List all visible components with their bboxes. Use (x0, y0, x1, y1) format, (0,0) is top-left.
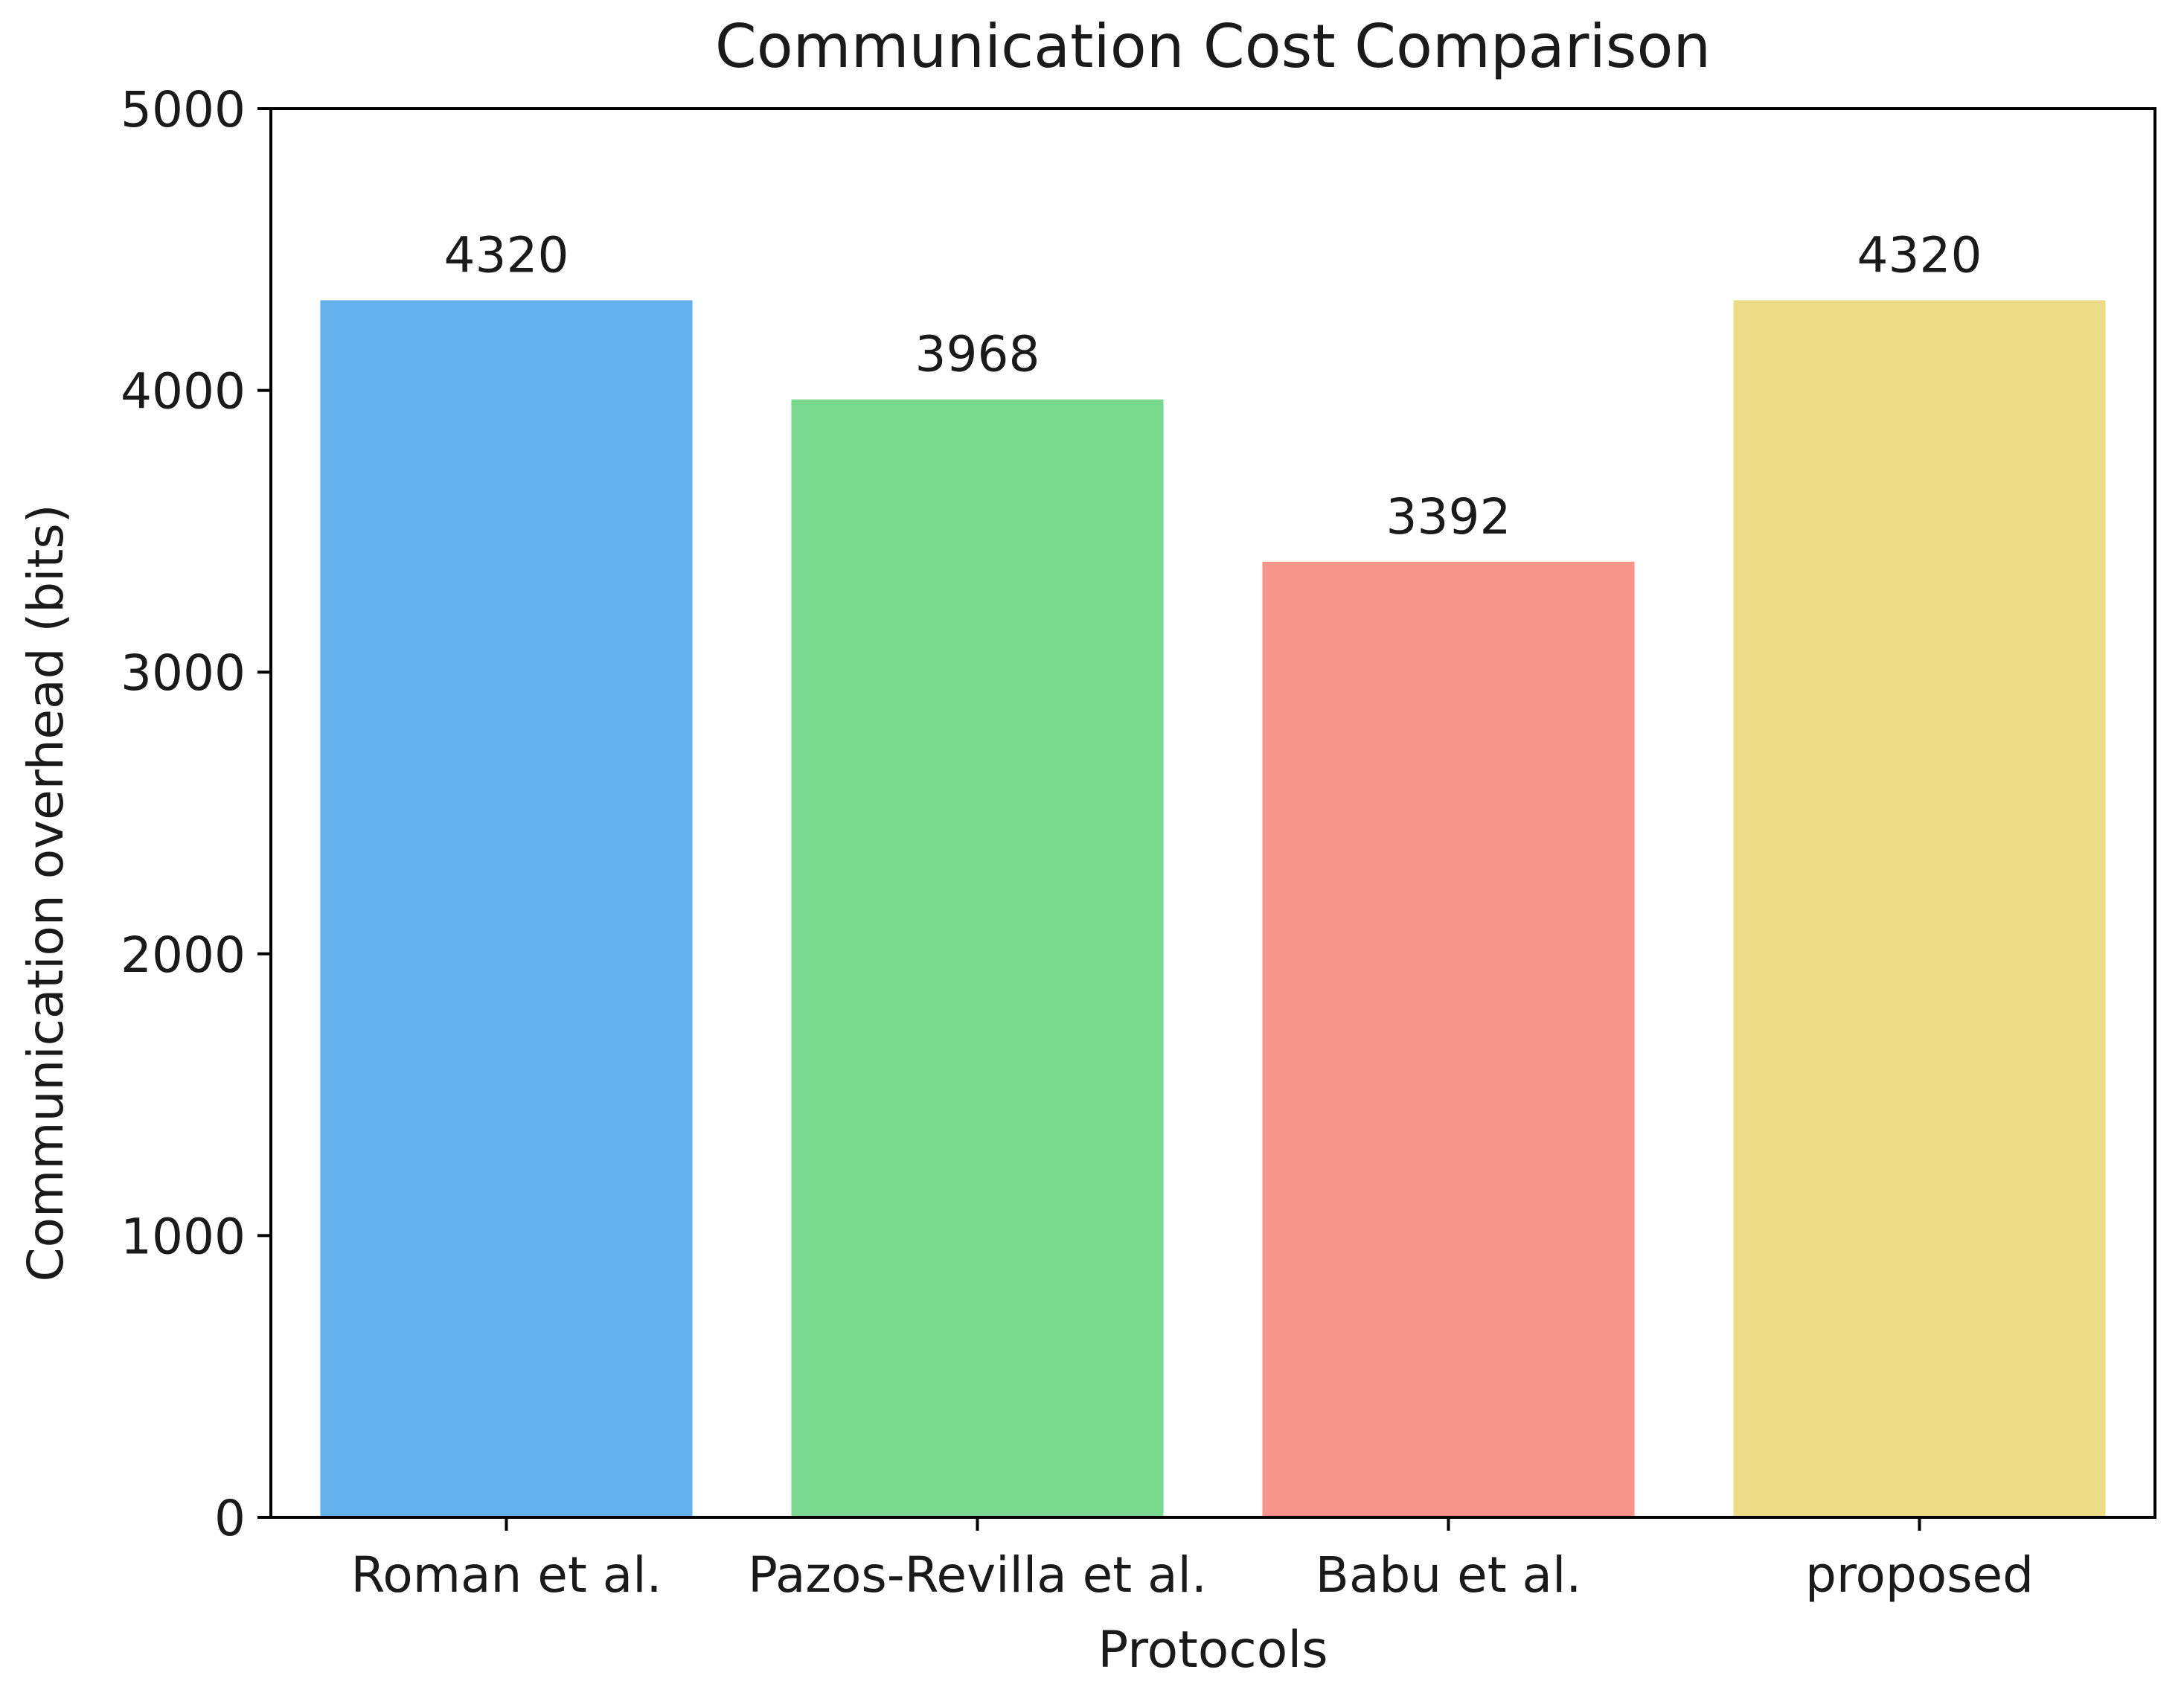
chart-title: Communication Cost Comparison (715, 12, 1711, 81)
x-tick-label: proposed (1805, 1546, 2034, 1604)
plot-frame (269, 107, 2156, 1519)
bar-labels-layer: 4320 3968 3392 4320 (444, 226, 1982, 545)
bar-value-label: 3392 (1386, 488, 1511, 545)
bar-2 (1262, 561, 1635, 1517)
x-tick-label: Roman et al. (350, 1546, 662, 1604)
y-tick-label: 4000 (121, 363, 246, 420)
y-tick-label: 5000 (121, 81, 246, 138)
bar-value-label: 3968 (915, 326, 1040, 383)
x-tick-label: Pazos-Revilla et al. (748, 1546, 1207, 1604)
y-tick-label: 3000 (121, 644, 246, 702)
x-tick-label: Babu et al. (1316, 1546, 1582, 1604)
x-axis-label: Protocols (1098, 1621, 1328, 1680)
bars-layer (320, 300, 2106, 1517)
y-axis-label: Communication overhead (bits) (17, 505, 74, 1282)
bar-3 (1733, 300, 2106, 1517)
bar-1 (791, 399, 1164, 1517)
y-tick-label: 2000 (121, 926, 246, 984)
bar-value-label: 4320 (444, 226, 569, 284)
bar-0 (320, 300, 693, 1517)
bar-value-label: 4320 (1857, 226, 1982, 284)
y-tick-label: 1000 (121, 1208, 246, 1265)
y-axis-ticks: 0 1000 2000 3000 4000 5000 (121, 81, 271, 1547)
x-axis-ticks: Roman et al. Pazos-Revilla et al. Babu et … (350, 1517, 2034, 1604)
y-tick-label: 0 (214, 1490, 246, 1547)
